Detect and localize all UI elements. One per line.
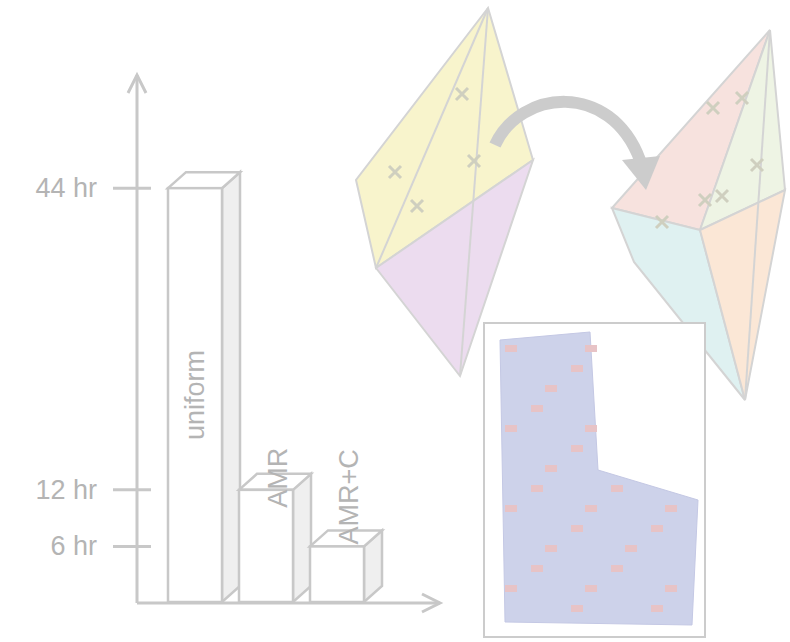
cross	[468, 155, 480, 167]
inset-speckle	[611, 485, 623, 492]
y-tick-label: 12 hr	[35, 475, 97, 505]
inset-frame	[484, 323, 705, 637]
bars	[168, 172, 382, 602]
bar-side	[293, 474, 311, 602]
inset-speckle	[505, 585, 517, 592]
y-axis-arrow	[128, 75, 146, 93]
y-tick	[113, 488, 151, 491]
y-axis	[136, 75, 139, 603]
bar-side	[222, 172, 240, 602]
bar	[168, 188, 222, 602]
inset-speckle	[665, 585, 677, 592]
inset-speckle	[585, 505, 597, 512]
category-label: uniform	[180, 350, 210, 440]
cross	[411, 200, 423, 212]
cross	[699, 194, 711, 206]
inset-speckle	[505, 505, 517, 512]
inset-speckle	[545, 385, 557, 392]
inset-image	[484, 323, 705, 637]
curved-arrow	[495, 102, 640, 160]
inset-speckle	[625, 545, 637, 552]
inset-speckle	[571, 365, 583, 372]
inset-speckle	[585, 425, 597, 432]
category-label: AMR	[263, 448, 293, 508]
category-label: AMR+C	[334, 449, 364, 544]
cross	[656, 216, 668, 228]
arrow-head	[622, 156, 660, 190]
cross	[389, 166, 401, 178]
inset-speckle	[651, 525, 663, 532]
bar-top	[168, 172, 240, 188]
cross	[736, 92, 748, 104]
inset-speckle	[545, 465, 557, 472]
inset-speckle	[505, 425, 517, 432]
inset-speckle	[585, 345, 597, 352]
tetra-edge	[745, 30, 770, 400]
inset-speckle	[571, 605, 583, 612]
cross	[707, 102, 719, 114]
y-tick-label: 6 hr	[50, 531, 97, 561]
chart-canvas: 6 hr 12 hr 44 hr uniform AMR AMR+C	[0, 0, 790, 642]
y-tick-label: 44 hr	[35, 173, 97, 203]
inset-speckle	[571, 445, 583, 452]
x-axis-arrow	[422, 594, 440, 612]
y-tick	[113, 545, 151, 548]
inset-speckle	[665, 505, 677, 512]
tetra-edge	[460, 8, 488, 376]
inset-speckle	[651, 605, 663, 612]
inset-speckle	[505, 345, 517, 352]
inset-speckle	[531, 485, 543, 492]
bar-labels: uniform AMR AMR+C	[180, 350, 364, 544]
inset-speckle	[531, 565, 543, 572]
inset-object	[500, 332, 698, 625]
inset-speckle	[585, 585, 597, 592]
tetra-face	[700, 190, 785, 400]
cross	[751, 159, 763, 171]
y-tick	[113, 187, 151, 190]
inset-speckle	[545, 545, 557, 552]
cross	[716, 190, 728, 202]
bar	[310, 546, 364, 602]
inset-speckle	[571, 525, 583, 532]
bar-3d	[168, 172, 240, 602]
inset-speckle	[531, 405, 543, 412]
inset-speckle	[611, 565, 623, 572]
cross	[456, 88, 468, 100]
